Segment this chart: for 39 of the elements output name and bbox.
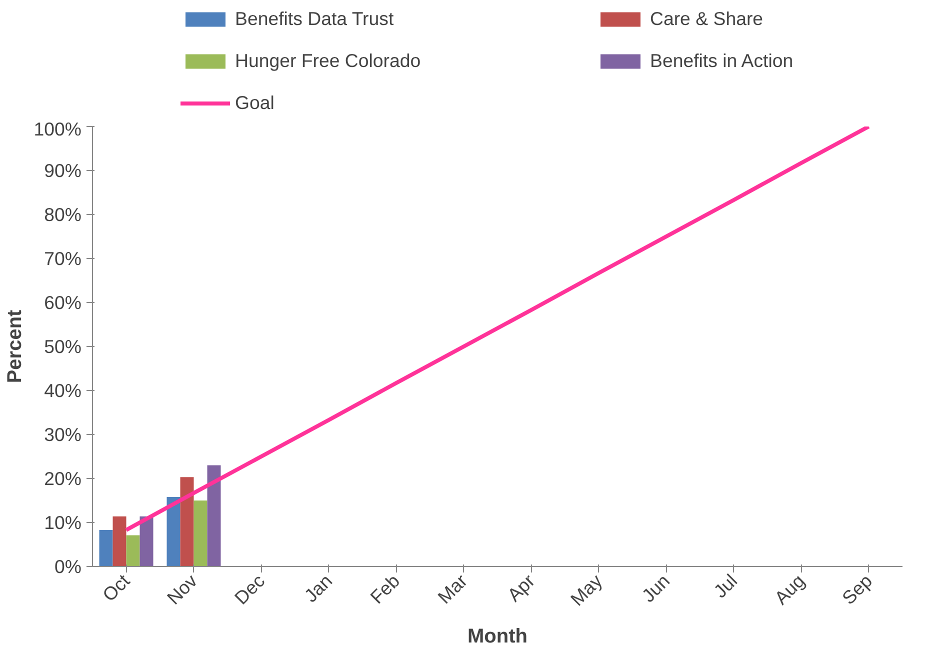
bar xyxy=(112,516,126,566)
legend-label: Goal xyxy=(235,92,276,114)
y-tick-label: 70% xyxy=(44,248,82,269)
bar xyxy=(140,516,154,566)
bar xyxy=(99,530,113,566)
x-tick-label: Dec xyxy=(230,570,269,608)
legend-label: Benefits in Action xyxy=(650,50,794,72)
x-tick-label: Mar xyxy=(434,570,472,608)
bar xyxy=(180,477,194,566)
legend-label: Care & Share xyxy=(650,8,764,30)
legend-label: Hunger Free Colorado xyxy=(235,50,422,72)
x-tick-label: Jun xyxy=(638,570,674,606)
y-tick-label: 90% xyxy=(44,160,82,181)
y-tick-label: 60% xyxy=(44,292,82,313)
y-axis-title: Percent xyxy=(4,309,26,384)
x-tick-label: Apr xyxy=(503,570,539,606)
x-tick-label: Aug xyxy=(770,570,809,608)
y-tick-label: 80% xyxy=(44,204,82,225)
x-tick-label: Nov xyxy=(162,570,202,608)
y-tick-label: 40% xyxy=(44,380,82,401)
y-tick-label: 20% xyxy=(44,468,82,489)
bar xyxy=(194,500,208,566)
bar xyxy=(207,465,221,566)
y-tick-label: 30% xyxy=(44,424,82,445)
bar xyxy=(166,496,180,566)
x-axis-title: Month xyxy=(468,625,528,648)
x-tick-label: Feb xyxy=(366,570,404,608)
y-tick-label: 100% xyxy=(34,118,82,140)
line-series xyxy=(124,126,871,532)
y-tick-label: 10% xyxy=(44,512,82,533)
legend-label: Benefits Data Trust xyxy=(235,8,395,30)
y-tick-label: 50% xyxy=(44,336,82,357)
x-tick-label: Sep xyxy=(838,570,876,608)
x-tick-label: Jan xyxy=(300,570,336,606)
x-tick-label: Jul xyxy=(709,570,742,602)
bar xyxy=(126,535,140,566)
y-tick-label: 0% xyxy=(54,556,82,577)
x-tick-label: Oct xyxy=(98,570,134,606)
x-tick-label: May xyxy=(566,570,607,610)
